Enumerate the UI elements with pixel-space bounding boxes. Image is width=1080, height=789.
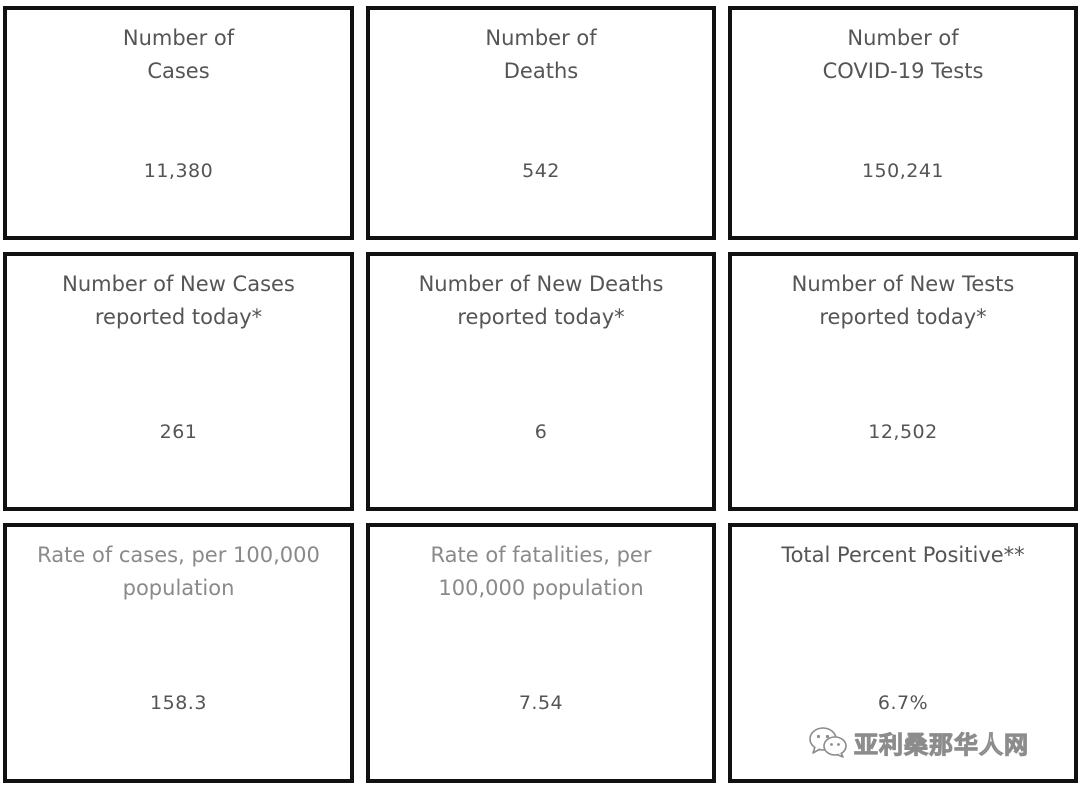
tile-value: 158.3 <box>150 692 207 714</box>
tile-value: 6 <box>534 421 548 443</box>
tile-value: 150,241 <box>861 160 945 182</box>
tile-value: 542 <box>522 160 560 182</box>
tile-title: Number of New Tests reported today* <box>791 272 1015 329</box>
tile-number-of-cases: Number of Cases 11,380 <box>3 6 354 240</box>
tile-total-percent-positive: Total Percent Positive** 6.7% <box>728 523 1078 783</box>
tile-fatality-rate: Rate of fatalities, per 100,000 populati… <box>366 523 716 783</box>
tile-number-of-deaths: Number of Deaths 542 <box>366 6 716 240</box>
watermark: 亚利桑那华人网 <box>808 724 1029 760</box>
watermark-text: 亚利桑那华人网 <box>854 730 1029 759</box>
tile-title: Total Percent Positive** <box>781 543 1025 567</box>
tile-value: 261 <box>159 421 198 443</box>
tile-new-tests-today: Number of New Tests reported today* 12,5… <box>728 252 1078 511</box>
tile-value: 11,380 <box>143 160 214 182</box>
tile-title: Number of Deaths <box>485 26 597 83</box>
tile-case-rate: Rate of cases, per 100,000 population 15… <box>3 523 354 783</box>
tile-title: Number of New Deaths reported today* <box>418 272 664 329</box>
tile-new-cases-today: Number of New Cases reported today* 261 <box>3 252 354 511</box>
tile-title: Rate of fatalities, per 100,000 populati… <box>430 543 652 600</box>
tile-value: 12,502 <box>868 421 938 443</box>
tile-value: 7.54 <box>518 692 564 714</box>
tile-number-of-tests: Number of COVID-19 Tests 150,241 <box>728 6 1078 240</box>
tile-title: Number of Cases <box>122 26 235 83</box>
tile-new-deaths-today: Number of New Deaths reported today* 6 <box>366 252 716 511</box>
tile-value: 6.7% <box>877 692 929 714</box>
wechat-icon <box>809 727 847 758</box>
tile-title: Rate of cases, per 100,000 population <box>37 543 320 600</box>
tile-title: Number of COVID-19 Tests <box>822 26 984 83</box>
tile-title: Number of New Cases reported today* <box>62 272 295 329</box>
